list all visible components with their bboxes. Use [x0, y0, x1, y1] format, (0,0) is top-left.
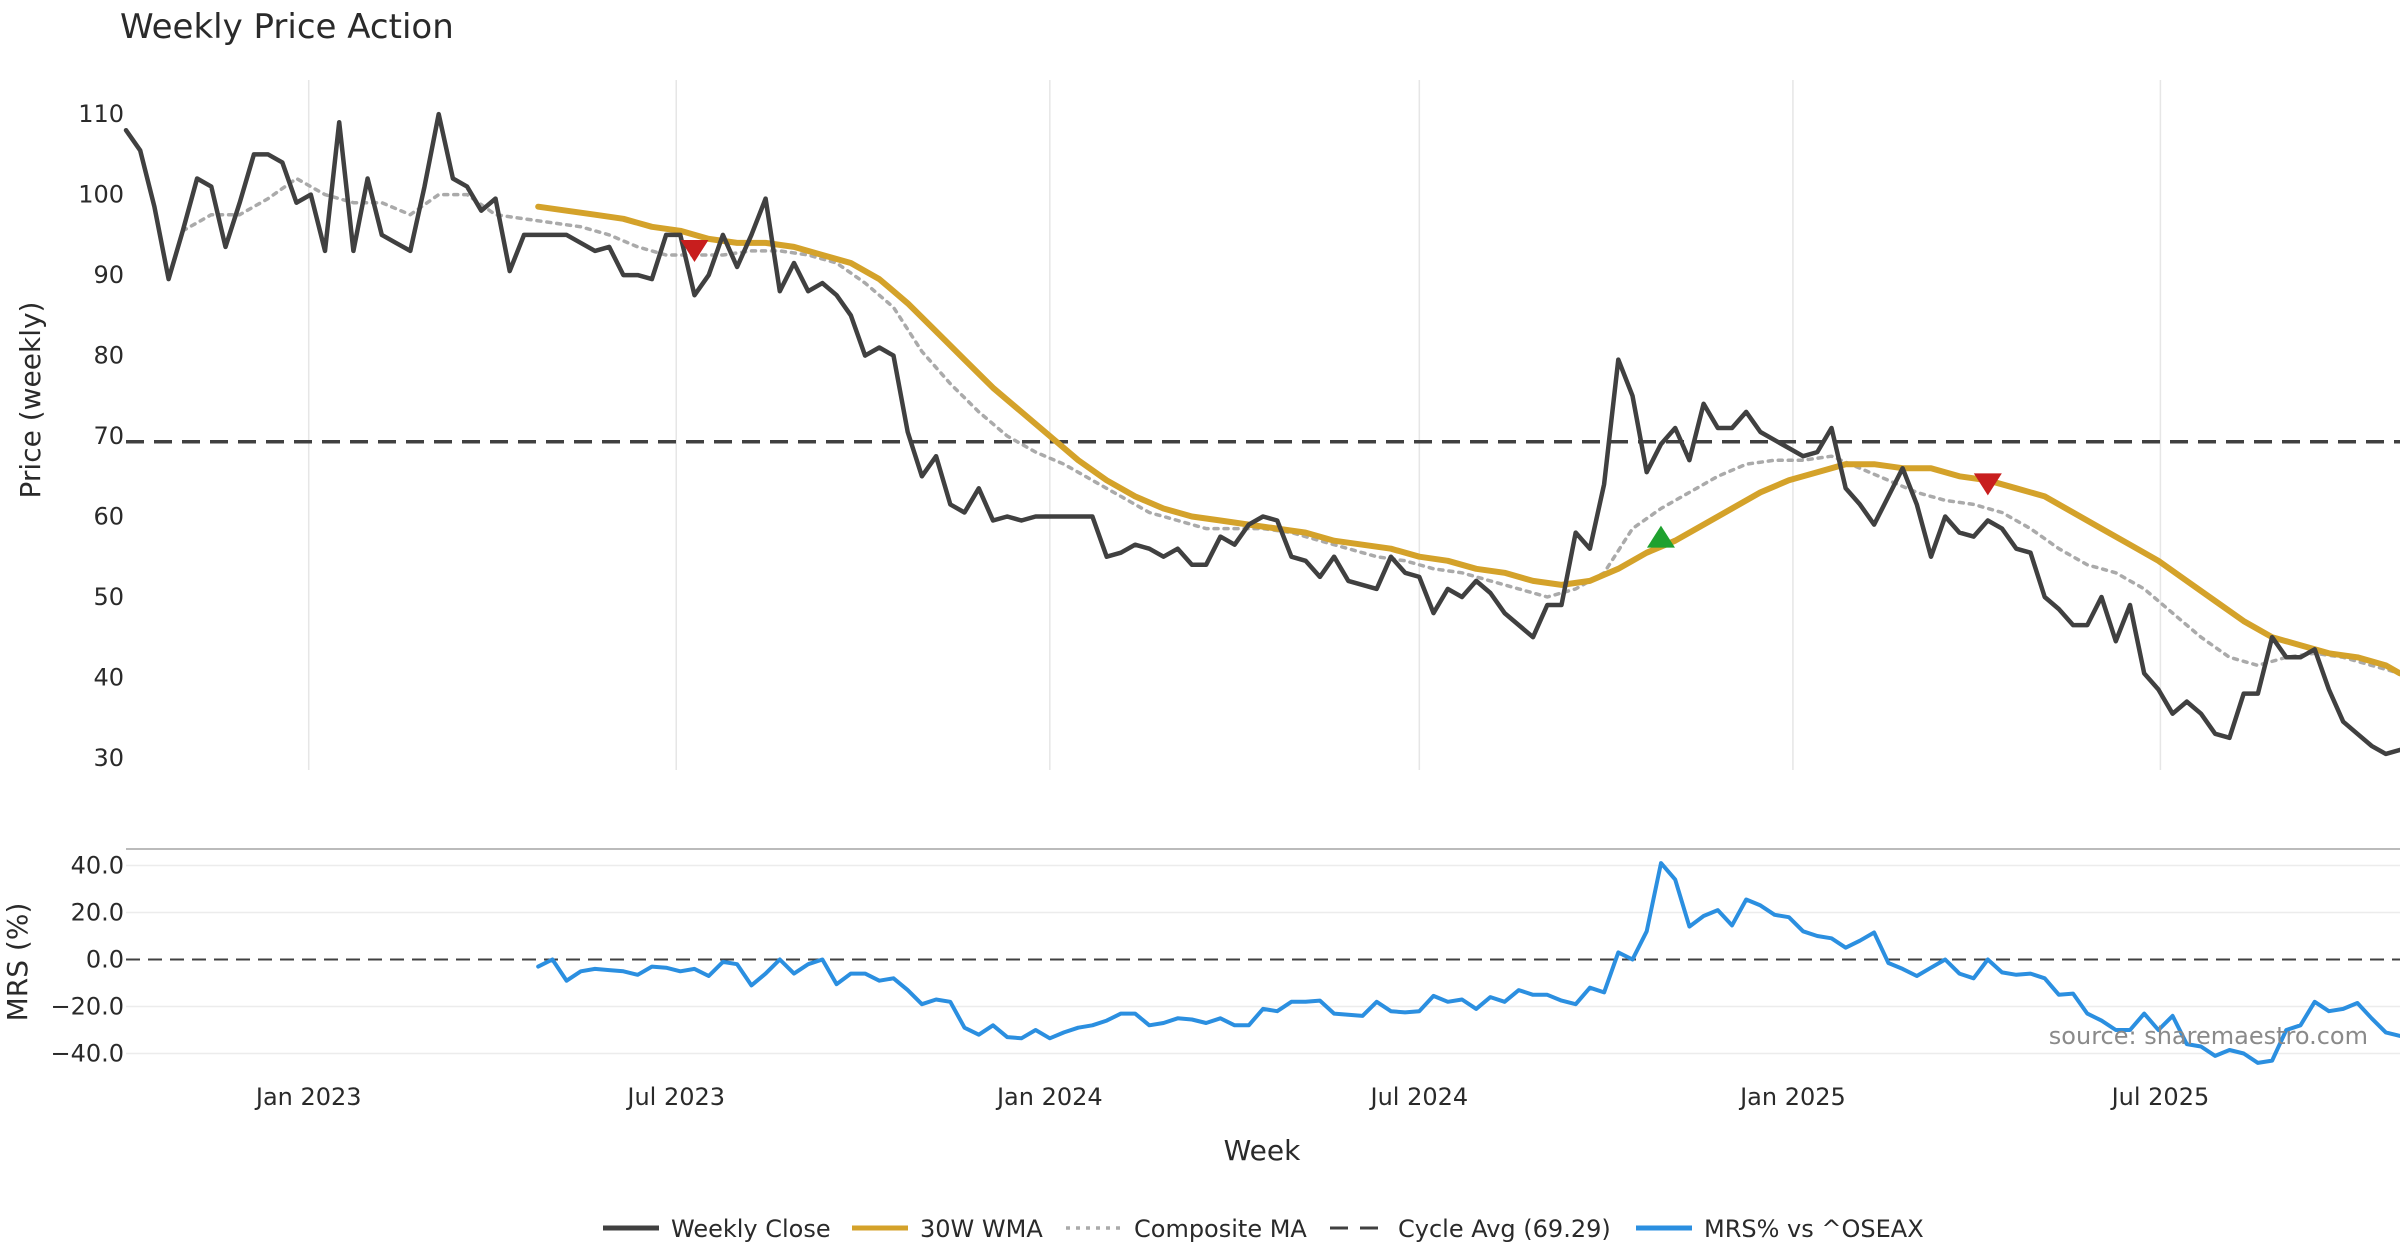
legend-label: MRS% vs ^OSEAX [1704, 1215, 1924, 1243]
price-y-tick-label: 80 [93, 342, 124, 370]
mrs-y-ticks: 40.0 20.0 0.0 −20.0 −40.0 [50, 851, 124, 1067]
source-credit: source: sharemaestro.com [2049, 1022, 2368, 1050]
price-y-tick-label: 50 [93, 583, 124, 611]
x-ticks: Jan 2023 Jul 2023 Jan 2024 Jul 2024 Jan 2025… [254, 1083, 2209, 1111]
mrs-line [536, 861, 2400, 1065]
buy-signal-marker [1646, 525, 1675, 548]
x-axis-title: Week [1224, 1134, 1301, 1167]
legend-label: Weekly Close [671, 1215, 831, 1243]
price-y-tick-label: 30 [93, 744, 124, 772]
price-y-tick-label: 100 [78, 181, 124, 209]
x-tick-label: Jul 2023 [625, 1083, 725, 1111]
mrs-gridlines [126, 864, 2400, 1055]
mrs-y-tick-label: −20.0 [50, 993, 124, 1021]
x-tick-label: Jan 2023 [254, 1083, 362, 1111]
mrs-axis-title: MRS (%) [1, 903, 34, 1022]
price-y-tick-label: 90 [93, 261, 124, 289]
price-y-tick-label: 60 [93, 503, 124, 531]
x-tick-label: Jan 2025 [1738, 1083, 1846, 1111]
price-axis-title: Price (weekly) [14, 302, 47, 499]
legend-label: Cycle Avg (69.29) [1398, 1215, 1611, 1243]
mrs-y-tick-label: −40.0 [50, 1040, 124, 1068]
price-y-tick-label: 40 [93, 663, 124, 691]
legend-label: Composite MA [1134, 1215, 1307, 1243]
chart-title: Weekly Price Action [120, 7, 454, 47]
weekly-close-line [123, 111, 2400, 757]
x-tick-label: Jul 2024 [1369, 1083, 1469, 1111]
sell-signal-marker [680, 239, 709, 262]
sell-signal-marker [1973, 473, 2002, 496]
mrs-y-tick-label: 40.0 [71, 851, 124, 879]
x-tick-label: Jul 2025 [2110, 1083, 2210, 1111]
composite-ma-line [181, 176, 2400, 676]
x-tick-label: Jan 2024 [995, 1083, 1103, 1111]
price-gridlines [307, 80, 2162, 770]
price-y-tick-label: 110 [78, 100, 124, 128]
series-layer [123, 111, 2400, 1065]
price-y-ticks: 30 40 50 60 70 80 90 100 110 [78, 100, 124, 772]
legend-label: 30W WMA [920, 1215, 1043, 1243]
mrs-y-tick-label: 20.0 [71, 898, 124, 926]
wma-30w-line [535, 203, 2400, 677]
mrs-y-tick-label: 0.0 [86, 946, 124, 974]
price-y-tick-label: 70 [93, 422, 124, 450]
legend: Weekly Close 30W WMA Composite MA Cycle Avg… [603, 1215, 1924, 1243]
signal-markers [680, 239, 2002, 548]
